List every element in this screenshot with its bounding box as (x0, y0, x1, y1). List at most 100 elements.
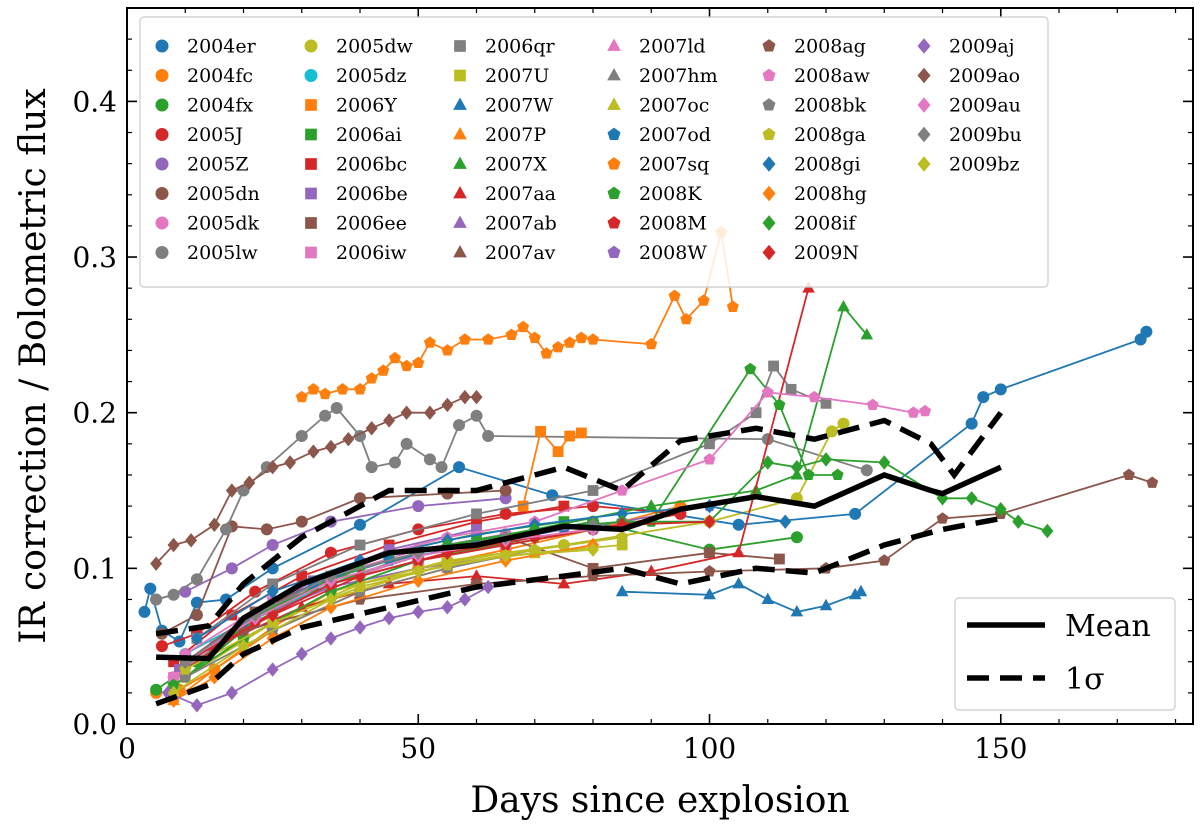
series-2009ao (150, 389, 483, 571)
data-point (552, 446, 564, 458)
data-point (768, 360, 779, 372)
legend-label: 2007ld (639, 36, 706, 58)
legend-item-2007X: 2007X (453, 154, 547, 176)
legend-item-2005Z: 2005Z (155, 154, 249, 176)
data-point (295, 390, 308, 403)
data-point (388, 351, 401, 364)
data-point (558, 500, 570, 512)
legend-marker (607, 245, 621, 259)
data-point (528, 543, 541, 555)
data-point (470, 569, 483, 581)
legend-item-2007sq: 2007sq (607, 154, 709, 176)
legend-item-2005lw: 2005lw (155, 242, 258, 264)
data-point (388, 456, 401, 469)
data-point (854, 584, 868, 597)
legend-marker (762, 185, 776, 202)
legend-item-2007W: 2007W (453, 95, 553, 117)
data-point (470, 389, 483, 405)
legend-item-2004fx: 2004fx (155, 95, 253, 117)
data-point (412, 356, 425, 368)
legend-marker (607, 216, 621, 229)
series-line (622, 582, 862, 613)
data-point (680, 313, 693, 325)
series-line (184, 528, 594, 663)
legend-label: 2005dw (336, 36, 414, 58)
legend-marker (762, 156, 776, 172)
legend-item-2008hg: 2008hg (762, 183, 867, 205)
legend-label: 2005dn (187, 183, 260, 205)
legend-label: 2006Y (336, 95, 397, 117)
legend-item-2008ga: 2008ga (762, 124, 866, 146)
legend-marker (155, 216, 169, 230)
data-point (307, 444, 320, 459)
legend-marker (155, 98, 169, 112)
data-point (564, 430, 576, 442)
legend-item-2007P: 2007P (453, 124, 546, 146)
legend-label: 2007sq (639, 154, 709, 176)
data-point (441, 344, 454, 356)
data-point (412, 564, 425, 579)
legend-item-2009ao: 2009ao (917, 65, 1020, 87)
legend-label: 2009au (949, 95, 1021, 117)
legend-label: 2007P (485, 124, 546, 146)
data-point (365, 372, 378, 384)
sigma-lower-line (155, 515, 1002, 707)
data-point (266, 662, 279, 677)
legend-marker (453, 186, 467, 199)
series-line (184, 544, 623, 679)
data-point (458, 389, 471, 405)
data-point (615, 584, 629, 597)
data-point (412, 500, 425, 513)
data-point (557, 577, 571, 589)
legend-label: 2008ag (794, 36, 866, 58)
data-point (319, 409, 332, 422)
data-point (790, 459, 803, 475)
data-point (412, 604, 425, 620)
data-point (994, 383, 1007, 396)
data-point (354, 492, 367, 505)
x-tick-label: 100 (683, 732, 736, 765)
data-point (307, 383, 320, 395)
data-point (435, 461, 448, 474)
legend-label: 2005Z (187, 154, 249, 176)
data-point (1140, 325, 1153, 338)
legend-marker (762, 39, 776, 52)
data-point (441, 397, 454, 413)
data-point (150, 556, 163, 571)
data-point (616, 484, 629, 496)
legend-label: 2008aw (794, 65, 871, 87)
series-legend: 2004er 2004fc 2004fx 2005J 2005Z 2005dn 2005dk… (139, 16, 1049, 288)
data-point (330, 402, 343, 415)
legend-marker (155, 128, 169, 141)
data-point (965, 491, 978, 506)
legend-item-2007av: 2007av (453, 242, 556, 264)
data-point (225, 685, 238, 701)
data-point (354, 539, 366, 551)
data-point (144, 582, 157, 595)
data-point (977, 391, 990, 404)
mean-line (156, 464, 1002, 662)
series-2005lw (150, 402, 873, 606)
legend-marker (155, 157, 169, 171)
data-point (453, 461, 466, 474)
data-point (732, 545, 745, 558)
legend-marker (305, 217, 317, 229)
axes-layer: 0 50 100 150 0.0 0.1 0.2 0.3 0.4 (72, 7, 1194, 765)
y-axis-label: IR correction / Bolometric flux (13, 88, 54, 643)
legend-label: 2006qr (485, 36, 556, 58)
legend-marker (305, 158, 317, 170)
legend-item-2007U: 2007U (454, 65, 549, 87)
data-point (441, 600, 454, 615)
series-2009bz (167, 542, 600, 701)
stats-legend-item-mean: Mean (967, 609, 1151, 644)
y-tick-label: 0.0 (72, 708, 117, 741)
data-point (324, 631, 337, 646)
data-point (819, 598, 833, 611)
legend-label: 2009bz (949, 154, 1020, 176)
data-point (266, 539, 279, 551)
data-point (703, 514, 716, 529)
stats-legend-item-sigma: 1σ (967, 662, 1105, 697)
data-point (412, 573, 425, 588)
legend-item-2007hm: 2007hm (607, 65, 718, 87)
